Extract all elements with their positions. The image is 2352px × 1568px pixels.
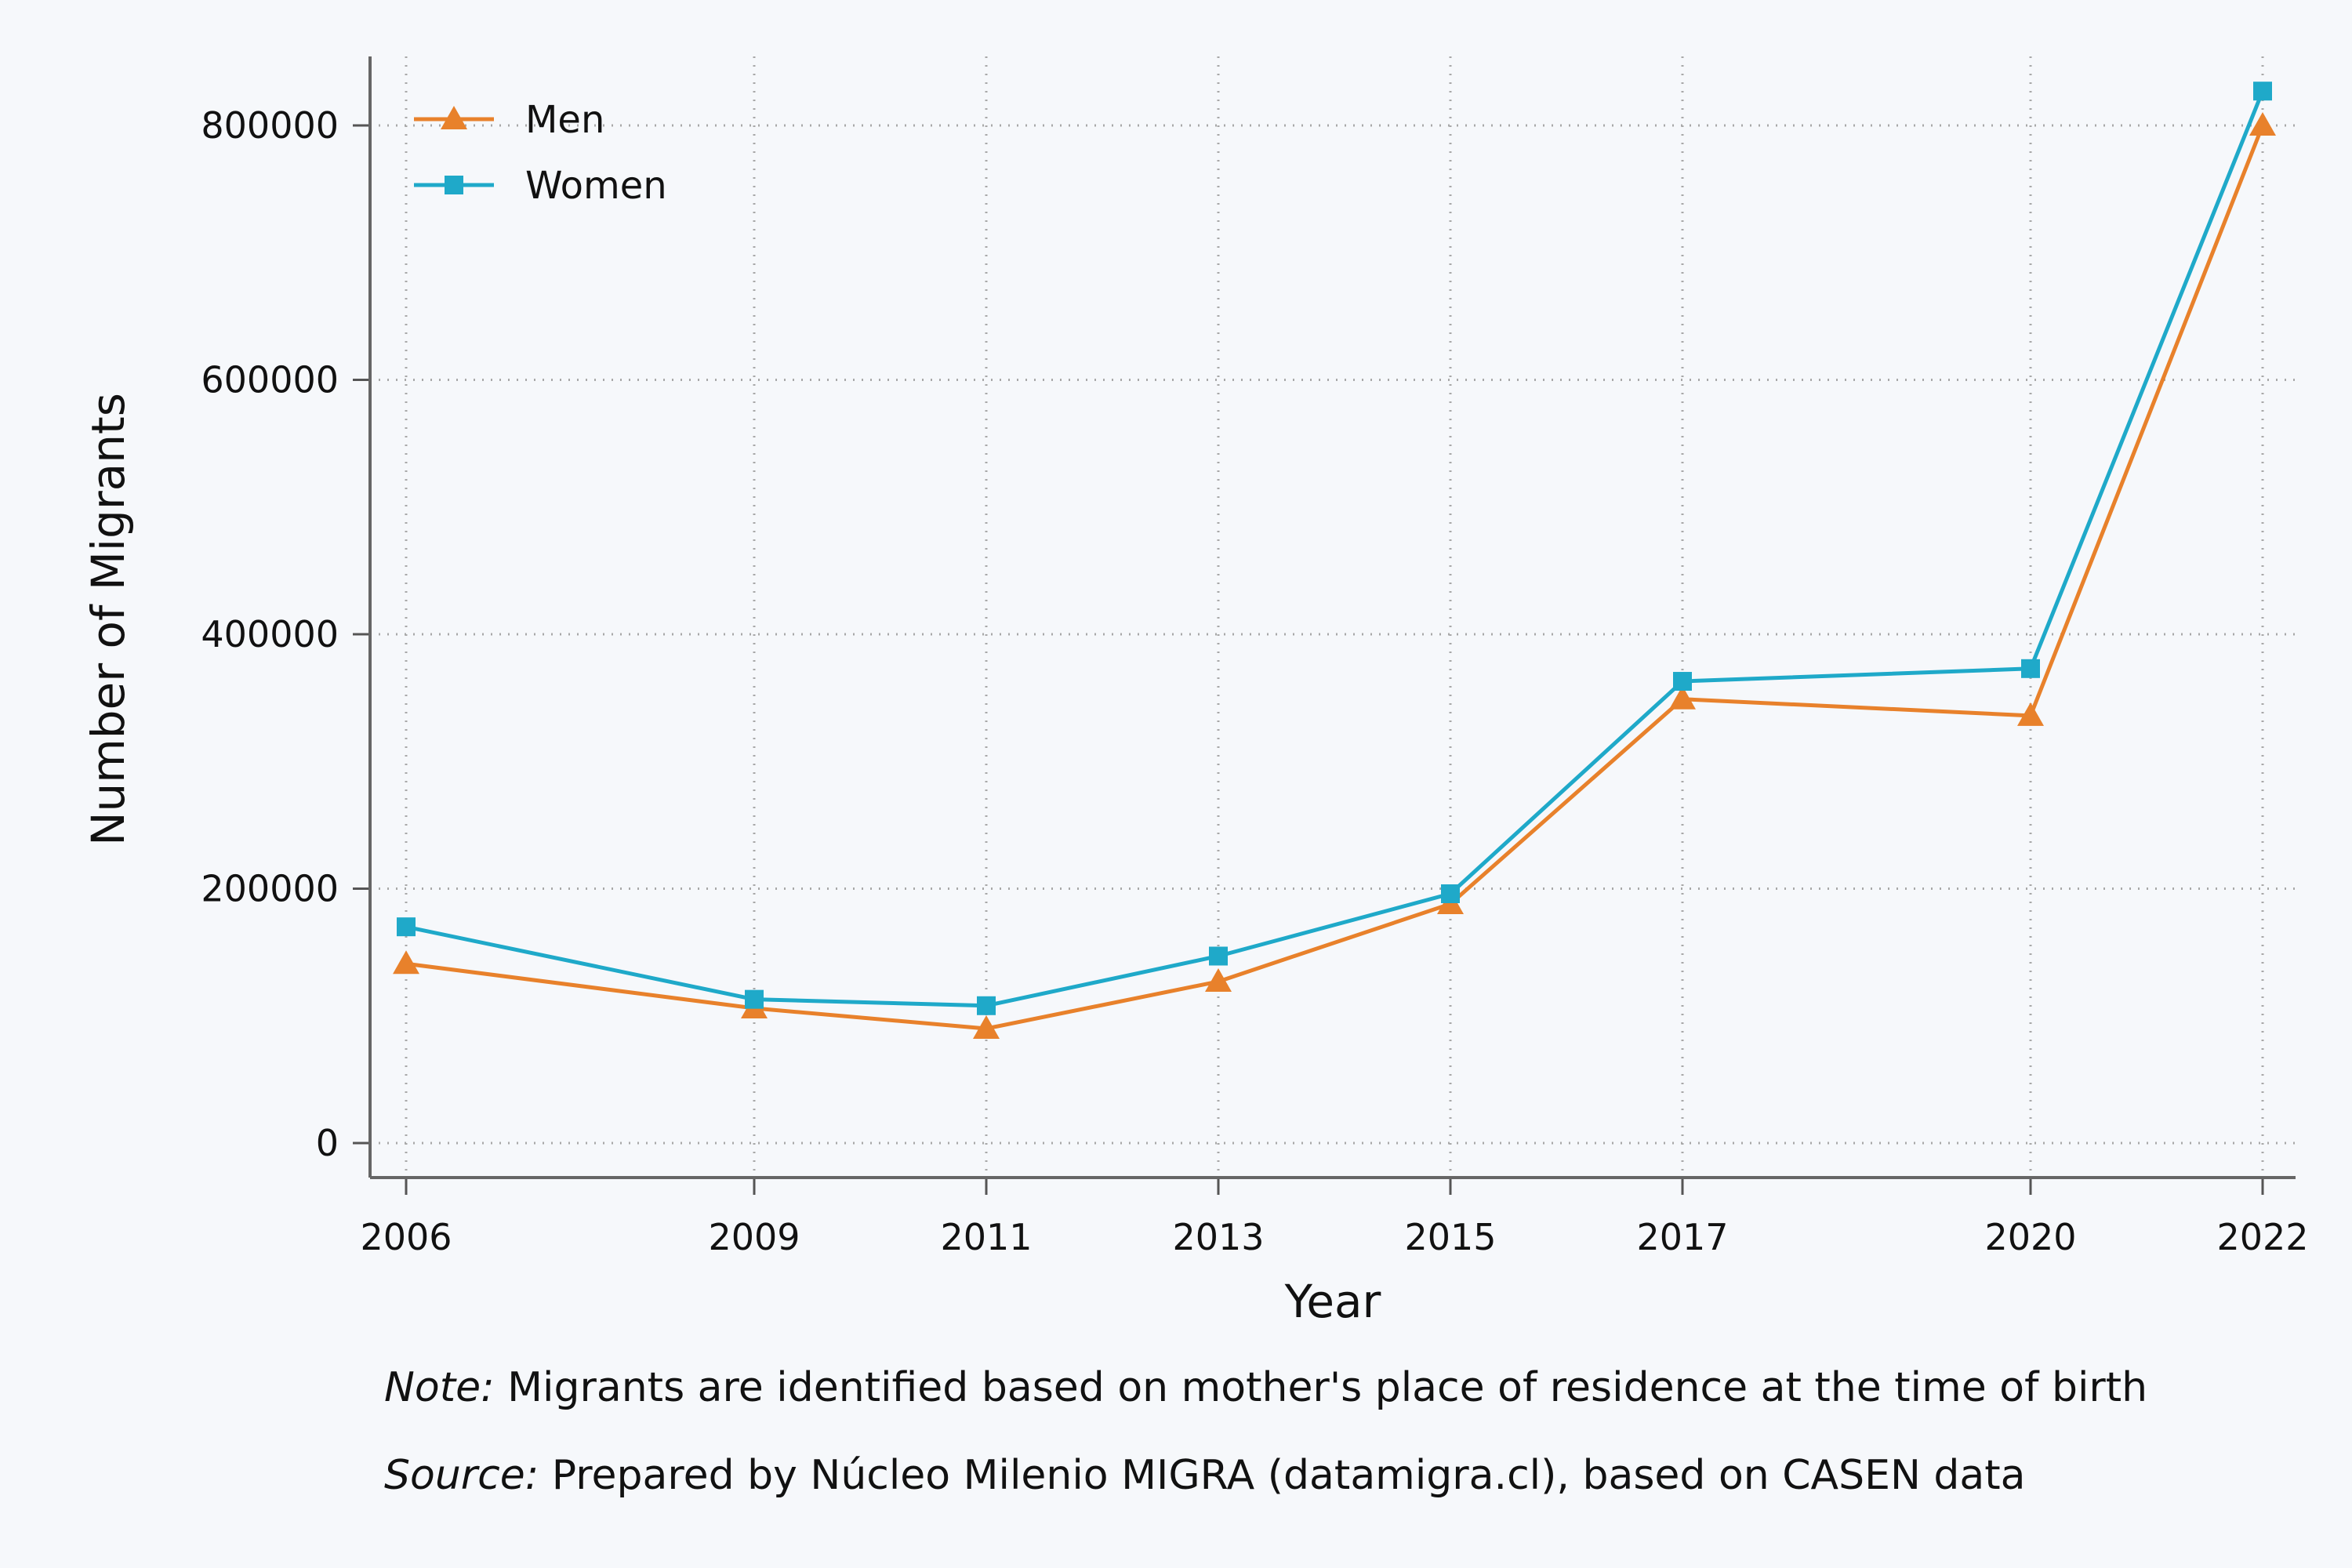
data-point-women <box>2021 659 2040 678</box>
x-tick-label: 2017 <box>1636 1216 1728 1258</box>
series-line-men <box>405 125 2265 1031</box>
y-tick-label: 0 <box>316 1122 339 1164</box>
chart-source: Source: Prepared by Núcleo Milenio MIGRA… <box>384 1452 2026 1499</box>
data-point-women <box>2253 82 2272 101</box>
x-tick-label: 2022 <box>2216 1216 2308 1258</box>
source-lead: Source: <box>384 1452 539 1499</box>
x-tick-label: 2006 <box>360 1216 452 1258</box>
y-tick-label: 800000 <box>201 104 339 147</box>
grid-layer <box>370 56 2296 1178</box>
y-tick-label: 200000 <box>201 868 339 910</box>
data-point-women <box>1441 884 1460 903</box>
data-point-women <box>977 996 996 1015</box>
note-lead: Note: <box>384 1364 495 1411</box>
legend: Men Women <box>414 98 667 208</box>
series-layer <box>393 82 2276 1039</box>
data-point-men <box>1205 967 1232 992</box>
x-tick-label: 2015 <box>1404 1216 1496 1258</box>
y-axis-title: Number of Migrants <box>82 393 135 846</box>
y-tick-label: 600000 <box>201 359 339 401</box>
series-line-women <box>405 90 2265 1008</box>
legend-marker-men <box>441 106 467 129</box>
axes-layer: 0 200000 400000 600000 800000 2006 2009 2011 201… <box>82 56 2309 1328</box>
y-tick-label: 400000 <box>201 613 339 655</box>
data-point-men <box>393 950 419 975</box>
x-tick-label: 2020 <box>1984 1216 2076 1258</box>
data-point-women <box>745 989 764 1009</box>
note-text: Migrants are identified based on mother'… <box>494 1364 2148 1411</box>
data-point-women <box>1673 672 1692 691</box>
x-tick-label: 2011 <box>940 1216 1032 1258</box>
data-point-men <box>2249 112 2276 136</box>
x-axis-title: Year <box>1284 1275 1381 1328</box>
legend-label-men: Men <box>525 98 604 142</box>
x-tick-label: 2013 <box>1172 1216 1264 1258</box>
legend-label-women: Women <box>525 164 667 208</box>
data-point-women <box>1209 946 1228 966</box>
legend-marker-women <box>445 176 463 194</box>
data-point-men <box>1669 685 1696 710</box>
data-point-women <box>397 917 416 937</box>
x-tick-label: 2009 <box>708 1216 800 1258</box>
chart-note: Note: Migrants are identified based on m… <box>384 1364 2147 1411</box>
data-point-men <box>2017 702 2044 726</box>
data-point-men <box>973 1014 1000 1039</box>
source-text: Prepared by Núcleo Milenio MIGRA (datami… <box>539 1452 2026 1499</box>
